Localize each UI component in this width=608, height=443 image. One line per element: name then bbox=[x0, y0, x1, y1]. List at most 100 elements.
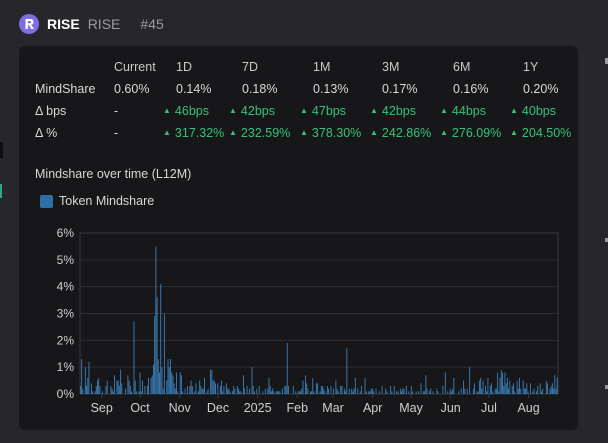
chart-bar bbox=[162, 388, 164, 394]
chart-bar bbox=[163, 313, 165, 394]
edge-decoration-right bbox=[605, 238, 608, 242]
col-header-1y: 1Y bbox=[523, 60, 539, 74]
delta-bps-1y-value: 40bps bbox=[521, 104, 556, 118]
chart-bar bbox=[324, 391, 326, 394]
delta-pct-1y-value: 204.50% bbox=[521, 126, 572, 140]
chart-bar bbox=[217, 383, 219, 394]
chart-bar bbox=[420, 383, 422, 394]
chart-bar bbox=[286, 343, 288, 394]
up-arrow-icon: ▲ bbox=[370, 106, 378, 115]
delta-pct-6m-value: 276.09% bbox=[451, 126, 502, 140]
col-header-3m: 3M bbox=[382, 60, 400, 74]
chart-bar bbox=[337, 391, 339, 394]
delta-pct-7d: ▲ 232.59% bbox=[229, 126, 290, 140]
chart-bar bbox=[189, 385, 191, 394]
delta-bps-6m: ▲ 44bps bbox=[440, 104, 486, 118]
chart-bar bbox=[450, 391, 452, 394]
chart-bar bbox=[386, 391, 388, 394]
chart-bar bbox=[298, 391, 300, 394]
chart-bar bbox=[170, 359, 171, 394]
chart-bar bbox=[244, 388, 246, 394]
x-tick-label: Dec bbox=[207, 401, 229, 415]
chart-bar bbox=[408, 391, 410, 394]
chart-bar bbox=[99, 385, 101, 394]
chart-bar bbox=[268, 377, 270, 394]
chart-bar bbox=[229, 391, 231, 394]
chart-bar bbox=[306, 383, 308, 394]
token-header: RISE RISE #45 bbox=[19, 13, 164, 35]
chart-bar bbox=[452, 388, 454, 394]
delta-pct-1y: ▲ 204.50% bbox=[510, 126, 571, 140]
chart-bar bbox=[264, 388, 266, 394]
chart-bar bbox=[180, 375, 182, 394]
chart-bar bbox=[128, 380, 130, 394]
chart-bar bbox=[432, 391, 434, 394]
chart-bar bbox=[403, 388, 405, 394]
chart-bar bbox=[195, 383, 197, 394]
y-tick-label: 6% bbox=[57, 226, 75, 240]
chart-bar bbox=[365, 391, 367, 394]
chart-bar bbox=[101, 391, 103, 394]
delta-pct-1m-value: 378.30% bbox=[311, 126, 362, 140]
chart-bar bbox=[307, 388, 309, 394]
chart-bar bbox=[532, 391, 534, 394]
chart-bar bbox=[352, 391, 354, 394]
chart-bar bbox=[401, 391, 403, 394]
chart-bar bbox=[495, 388, 497, 394]
delta-bps-6m-value: 44bps bbox=[451, 104, 486, 118]
chart-bar bbox=[131, 391, 132, 394]
delta-pct-6m: ▲ 276.09% bbox=[440, 126, 501, 140]
chart-bar bbox=[478, 380, 480, 394]
chart-bar bbox=[480, 377, 482, 394]
chart-bar bbox=[476, 391, 478, 394]
chart-bar bbox=[152, 364, 154, 394]
chart-bar bbox=[84, 367, 86, 394]
up-arrow-icon: ▲ bbox=[300, 128, 308, 137]
chart-bar bbox=[211, 369, 213, 394]
chart-bar bbox=[506, 377, 508, 394]
chart-bar bbox=[167, 359, 169, 394]
chart-bar bbox=[511, 385, 513, 394]
chart-bar bbox=[425, 375, 427, 394]
chart-bar bbox=[148, 377, 150, 394]
chart-bar bbox=[353, 388, 355, 394]
chart-bar bbox=[485, 385, 486, 394]
x-tick-label: Oct bbox=[130, 401, 150, 415]
rise-logo-icon bbox=[19, 14, 39, 34]
up-arrow-icon: ▲ bbox=[229, 106, 237, 115]
chart-bar bbox=[319, 391, 321, 394]
chart-bar bbox=[106, 380, 108, 394]
chart-bar bbox=[159, 372, 160, 394]
row-label-mindshare: MindShare bbox=[35, 82, 96, 96]
chart-legend[interactable]: Token Mindshare bbox=[40, 194, 154, 208]
chart-bar bbox=[317, 383, 319, 394]
mindshare-1m: 0.13% bbox=[313, 82, 349, 96]
chart-bar bbox=[508, 388, 510, 394]
chart-bar bbox=[114, 375, 115, 394]
delta-pct-7d-value: 232.59% bbox=[240, 126, 291, 140]
chart-bar bbox=[210, 369, 212, 394]
chart-bar bbox=[402, 388, 404, 394]
chart-bar bbox=[500, 369, 502, 394]
delta-bps-1m: ▲ 47bps bbox=[300, 104, 346, 118]
chart-bar bbox=[519, 377, 520, 394]
delta-bps-1d: ▲ 46bps bbox=[163, 104, 209, 118]
delta-bps-current: - bbox=[114, 104, 119, 118]
chart-bar bbox=[513, 383, 514, 394]
chart-bar bbox=[225, 383, 227, 394]
chart-bar bbox=[156, 297, 158, 394]
chart-bar bbox=[530, 383, 531, 394]
row-label-delta-pct: Δ % bbox=[35, 126, 58, 140]
chart-bar bbox=[472, 388, 474, 394]
chart-bar bbox=[295, 391, 297, 394]
chart-bar bbox=[171, 372, 173, 394]
chart-bar bbox=[526, 383, 528, 394]
delta-bps-3m: ▲ 42bps bbox=[370, 104, 416, 118]
chart-bar bbox=[174, 388, 176, 394]
chart-bar bbox=[336, 388, 338, 394]
chart-bar bbox=[437, 391, 439, 394]
chart-bar bbox=[405, 385, 407, 394]
chart-bar bbox=[391, 391, 393, 394]
chart-bar bbox=[239, 391, 241, 394]
chart-bar bbox=[166, 380, 168, 394]
